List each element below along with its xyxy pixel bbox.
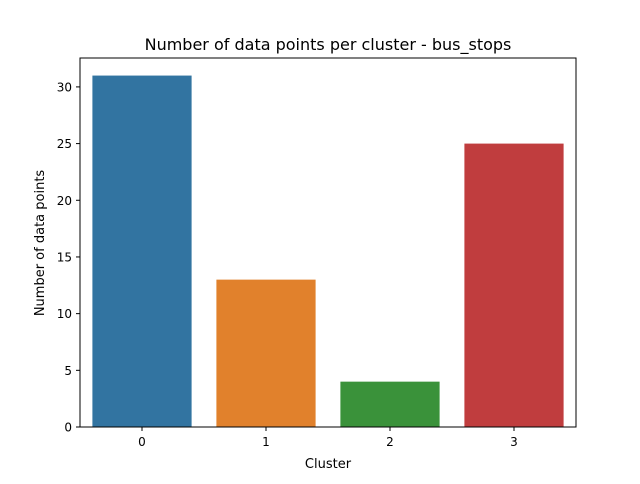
bar-cluster-0 <box>92 75 192 427</box>
y-tick-label-15: 15 <box>57 250 72 264</box>
bar-cluster-1 <box>216 279 316 427</box>
chart-title: Number of data points per cluster - bus_… <box>145 35 512 55</box>
y-tick-label-10: 10 <box>57 307 72 321</box>
y-tick-label-25: 25 <box>57 137 72 151</box>
bar-cluster-2 <box>340 381 440 427</box>
y-axis-label: Number of data points <box>33 170 48 317</box>
x-tick-label-2: 2 <box>386 435 394 449</box>
x-axis-label: Cluster <box>305 457 352 472</box>
x-tick-label-0: 0 <box>138 435 146 449</box>
x-tick-label-1: 1 <box>262 435 270 449</box>
y-tick-label-20: 20 <box>57 194 72 208</box>
y-tick-label-30: 30 <box>57 80 72 94</box>
axes-frame <box>79 57 577 428</box>
x-tick-label-3: 3 <box>510 435 518 449</box>
y-tick-label-5: 5 <box>64 364 72 378</box>
bar-cluster-3 <box>464 143 564 427</box>
y-tick-label-0: 0 <box>64 421 72 435</box>
